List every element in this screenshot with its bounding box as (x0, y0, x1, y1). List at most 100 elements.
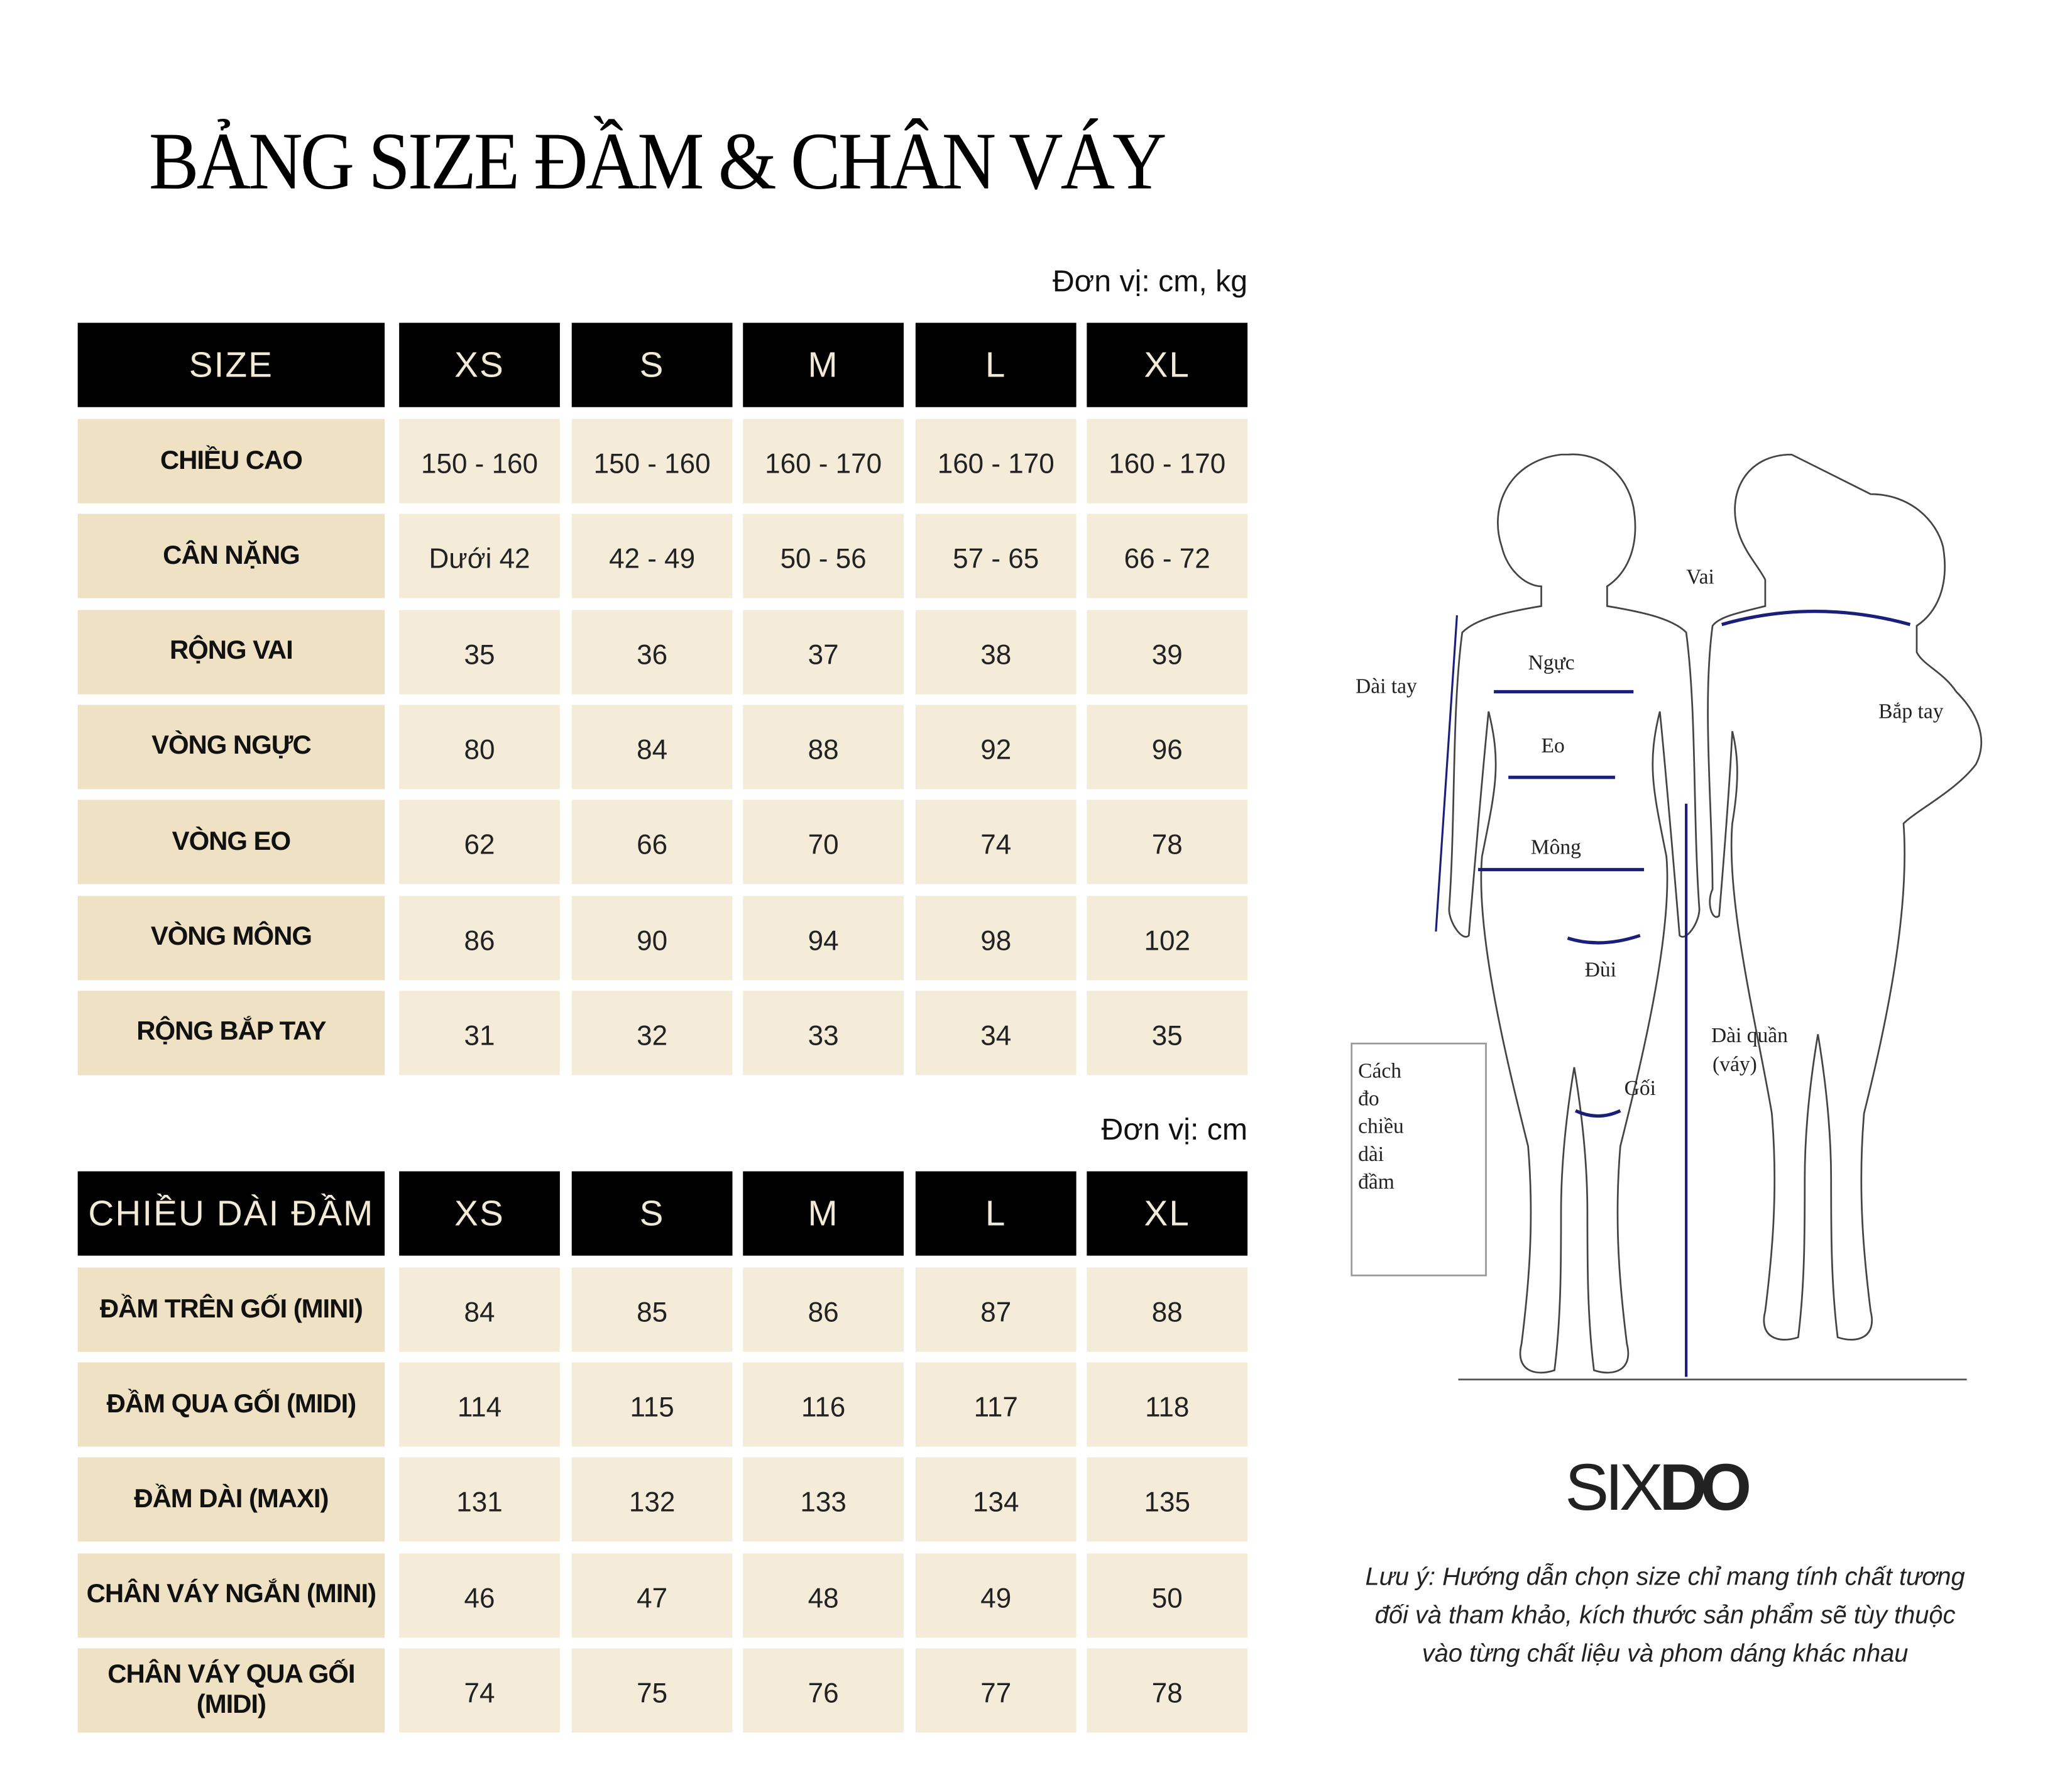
table-cell: 77 (915, 1647, 1077, 1733)
table-cell: 160 - 170 (1087, 419, 1248, 503)
table-cell: 134 (915, 1458, 1077, 1542)
row-label: CÂN NẶNG (77, 514, 385, 599)
table-cell: 80 (399, 705, 560, 789)
front-figure-outline (1448, 453, 1701, 1374)
table-cell: 66 (571, 800, 733, 884)
table-cell: 36 (571, 609, 733, 694)
table-cell: 46 (399, 1553, 560, 1637)
row-label: RỘNG BẮP TAY (77, 990, 385, 1075)
table-cell: 78 (1087, 800, 1248, 884)
table-cell: 32 (571, 990, 733, 1075)
label-dui: Đùi (1585, 958, 1616, 981)
table-cell: 49 (915, 1553, 1077, 1637)
header-label: SIZE (77, 322, 385, 407)
row-label: ĐẦM TRÊN GỐI (MINI) (77, 1267, 385, 1352)
label-cach-do: đo (1358, 1087, 1379, 1111)
label-goi: Gối (1625, 1077, 1656, 1100)
table-cell: 57 - 65 (915, 514, 1077, 599)
table-cell: 92 (915, 705, 1077, 789)
table-cell: 88 (743, 705, 904, 789)
table-cell: 47 (571, 1553, 733, 1637)
row-label: ĐẦM QUA GỐI (MIDI) (77, 1362, 385, 1448)
header-size-s: S (571, 322, 733, 407)
header-size-l: L (915, 322, 1077, 407)
back-figure-outline (1707, 453, 1983, 1341)
page-title: BẢNG SIZE ĐẦM & CHÂN VÁY (148, 117, 1167, 207)
table-cell: 78 (1087, 1647, 1248, 1733)
row-label: VÒNG NGỰC (77, 705, 385, 789)
table-cell: 35 (399, 609, 560, 694)
table-cell: 90 (571, 895, 733, 980)
sixdo-logo: SIXDO (1565, 1450, 1751, 1525)
label-cach-do: chiều (1358, 1115, 1404, 1138)
row-label: CHÂN VÁY QUA GỐI (MIDI) (77, 1647, 385, 1733)
label-vay: (váy) (1712, 1053, 1757, 1076)
table-cell: 38 (915, 609, 1077, 694)
table-cell: 62 (399, 800, 560, 884)
label-bap-tay: Bắp tay (1878, 700, 1944, 723)
table-cell: 131 (399, 1458, 560, 1542)
table-cell: 31 (399, 990, 560, 1075)
label-cach-do: dài (1358, 1143, 1384, 1166)
header-size-m: M (743, 1171, 904, 1256)
table-cell: 85 (571, 1267, 733, 1352)
table-cell: 160 - 170 (915, 419, 1077, 503)
header-size-m: M (743, 322, 904, 407)
header-label: CHIỀU DÀI ĐẦM (77, 1171, 385, 1256)
unit-label-1: Đơn vị: cm, kg (1052, 263, 1248, 298)
table-cell: 150 - 160 (399, 419, 560, 503)
header-size-xs: XS (399, 322, 560, 407)
label-dai-quan: Dài quần (1711, 1024, 1788, 1047)
table-cell: 150 - 160 (571, 419, 733, 503)
table-cell: 76 (743, 1647, 904, 1733)
table-cell: 117 (915, 1362, 1077, 1448)
size-note: Lưu ý: Hướng dẫn chọn size chỉ mang tính… (1330, 1559, 2000, 1673)
header-size-l: L (915, 1171, 1077, 1256)
table-cell: 118 (1087, 1362, 1248, 1448)
table-cell: 96 (1087, 705, 1248, 789)
table-cell: 94 (743, 895, 904, 980)
note-line: vào từng chất liệu và phom dáng khác nha… (1422, 1640, 1909, 1668)
row-label: CHÂN VÁY NGẮN (MINI) (77, 1553, 385, 1637)
table-cell: 116 (743, 1362, 904, 1448)
label-eo: Eo (1542, 734, 1565, 757)
table-cell: 70 (743, 800, 904, 884)
table-cell: 75 (571, 1647, 733, 1733)
row-label: CHIỀU CAO (77, 419, 385, 503)
table-cell: 98 (915, 895, 1077, 980)
table-cell: 66 - 72 (1087, 514, 1248, 599)
table-cell: 87 (915, 1267, 1077, 1352)
unit-label-2: Đơn vị: cm (1101, 1112, 1248, 1146)
table-cell: 160 - 170 (743, 419, 904, 503)
label-cach-do: đầm (1358, 1170, 1395, 1194)
label-nguc: Ngực (1528, 651, 1575, 674)
table-cell: 35 (1087, 990, 1248, 1075)
row-label: VÒNG EO (77, 800, 385, 884)
table-cell: 135 (1087, 1458, 1248, 1542)
table-cell: 42 - 49 (571, 514, 733, 599)
label-mong: Mông (1531, 835, 1581, 859)
table-cell: 114 (399, 1362, 560, 1448)
header-size-s: S (571, 1171, 733, 1256)
body-measurement-diagram: Vai Dài tay Ngực Eo Bắp tay Mông Đùi Gối… (1351, 453, 1983, 1381)
table-cell: 84 (571, 705, 733, 789)
header-size-xl: XL (1087, 1171, 1248, 1256)
table-cell: 34 (915, 990, 1077, 1075)
table-cell: 33 (743, 990, 904, 1075)
table-cell: 50 - 56 (743, 514, 904, 599)
row-label: RỘNG VAI (77, 609, 385, 694)
note-line: Lưu ý: Hướng dẫn chọn size chỉ mang tính… (1365, 1564, 1965, 1592)
table-cell: 48 (743, 1553, 904, 1637)
table-cell: 39 (1087, 609, 1248, 694)
table-cell: 115 (571, 1362, 733, 1448)
table-cell: 86 (399, 895, 560, 980)
table-cell: 132 (571, 1458, 733, 1542)
table-cell: 102 (1087, 895, 1248, 980)
note-line: đối và tham khảo, kích thước sản phẩm sẽ… (1374, 1602, 1956, 1630)
inset-figure-frame (1351, 1042, 1487, 1277)
label-vai: Vai (1686, 566, 1714, 589)
table-cell: 74 (399, 1647, 560, 1733)
table-cell: 86 (743, 1267, 904, 1352)
table-cell: 74 (915, 800, 1077, 884)
table-cell: 84 (399, 1267, 560, 1352)
